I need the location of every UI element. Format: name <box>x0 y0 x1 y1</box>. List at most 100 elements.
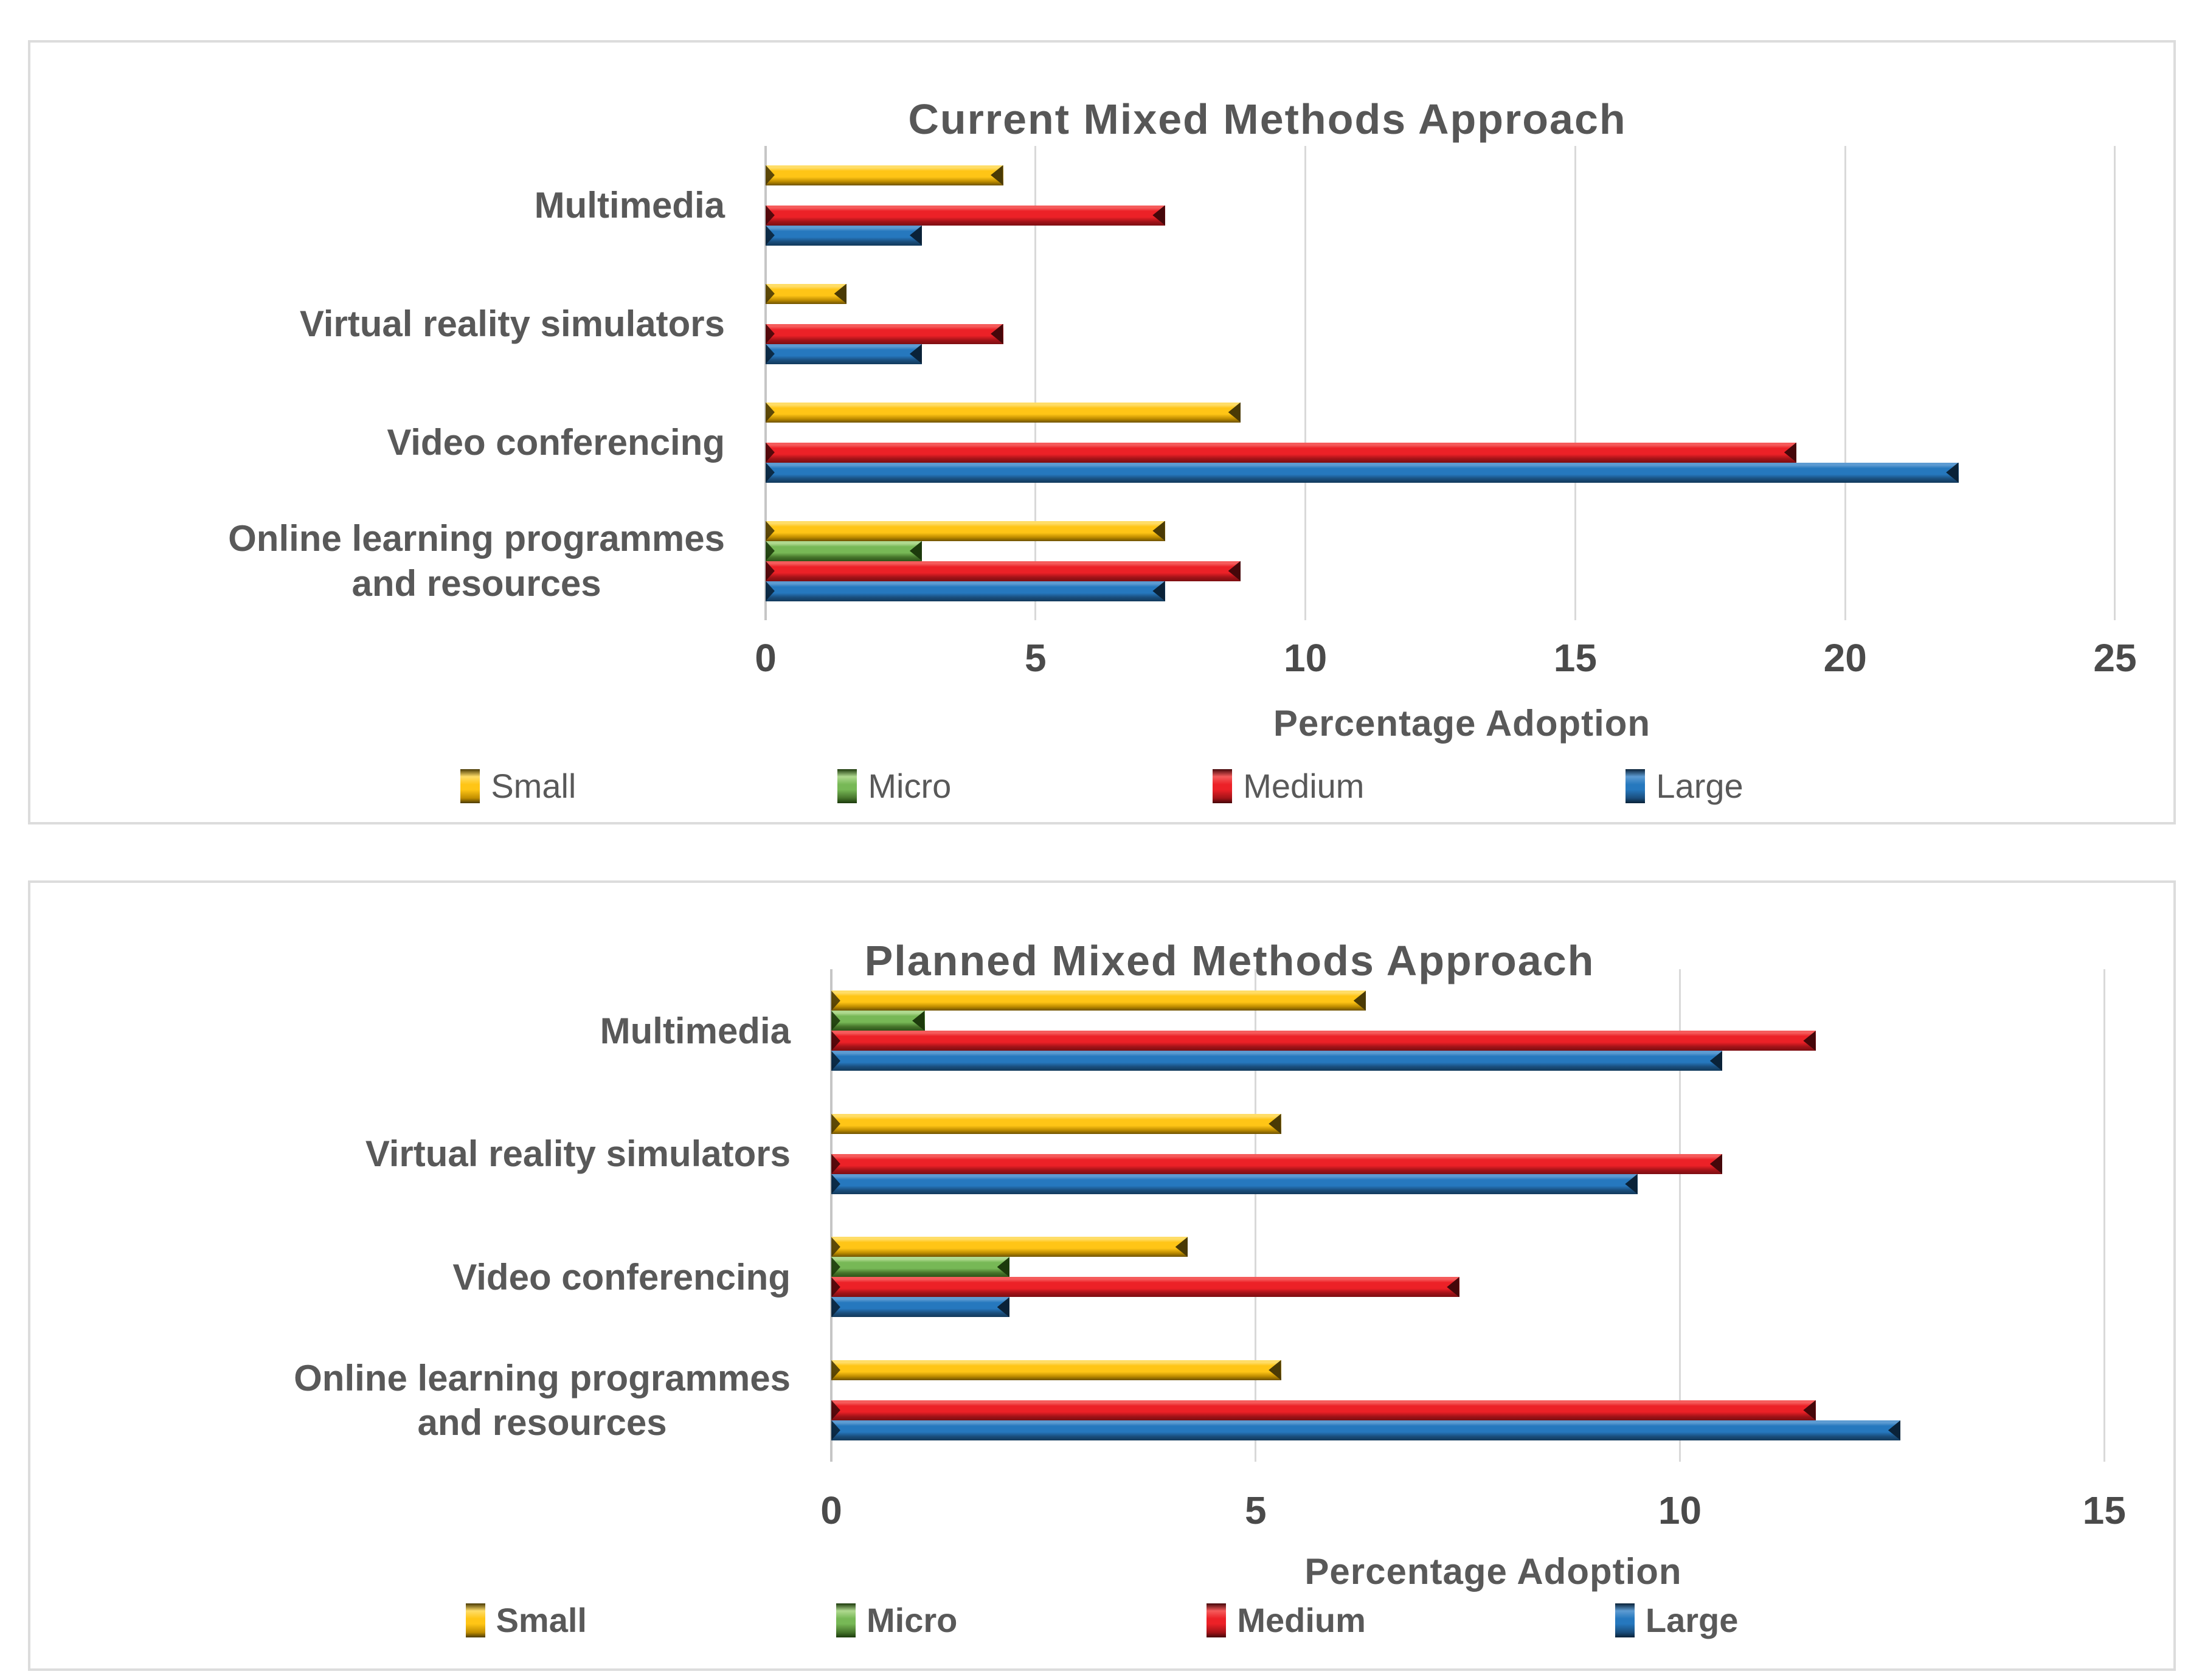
bar-medium <box>766 442 1797 463</box>
bar-micro <box>831 1011 925 1031</box>
bar-start-cap <box>766 165 775 185</box>
legend-item-small: Small <box>465 1600 587 1640</box>
bar-start-cap <box>766 344 775 364</box>
y-axis-line <box>830 969 833 1462</box>
bar-end-cap <box>1152 205 1165 226</box>
bar-end-cap <box>909 541 923 561</box>
bar-end-cap <box>1269 1113 1281 1134</box>
bar-medium <box>831 1153 1723 1174</box>
bar-start-cap <box>831 1277 840 1298</box>
bar-end-cap <box>909 225 923 246</box>
bar-end-cap <box>1888 1420 1901 1440</box>
bar-end-cap <box>1709 1051 1723 1071</box>
bar-large <box>831 1174 1638 1194</box>
gridline <box>2114 146 2116 620</box>
legend-swatch-small-icon <box>465 1603 485 1637</box>
bar-micro <box>831 1257 1010 1277</box>
bar-end-cap <box>1447 1277 1459 1298</box>
chart-title: Current Mixed Methods Approach <box>908 95 1627 143</box>
bar-end-cap <box>1175 1237 1188 1257</box>
bar-end-cap <box>1228 561 1241 581</box>
bar-large <box>766 225 923 246</box>
bar-large <box>766 462 1959 483</box>
category-label: Virtual reality simulators <box>55 275 725 373</box>
legend-label: Medium <box>1237 1601 1366 1639</box>
category-label-text: Multimedia <box>600 1010 791 1051</box>
bar-small <box>831 1360 1281 1380</box>
bar-end-cap <box>1152 520 1165 541</box>
bar-medium <box>831 1400 1816 1420</box>
bar-start-cap <box>831 1257 840 1277</box>
bar-start-cap <box>766 402 775 423</box>
current-approach-chart-panel: Current Mixed Methods Approach Multimedi… <box>28 40 2176 824</box>
legend-label: Micro <box>868 767 952 805</box>
bar-start-cap <box>831 1031 840 1051</box>
legend-item-medium: Medium <box>1207 1600 1366 1640</box>
bar-start-cap <box>831 1113 840 1134</box>
bar-start-cap <box>766 520 775 541</box>
bar-end-cap <box>991 323 1003 344</box>
gridline <box>1034 146 1037 620</box>
planned-approach-chart-panel: Planned Mixed Methods Approach Multimedi… <box>28 880 2176 1671</box>
bar-start-cap <box>831 1237 840 1257</box>
bar-end-cap <box>997 1257 1010 1277</box>
bar-medium <box>766 205 1165 226</box>
gridline <box>1304 146 1307 620</box>
bar-start-cap <box>831 1400 840 1420</box>
gridline <box>1574 146 1576 620</box>
bar-start-cap <box>766 541 775 561</box>
bar-start-cap <box>766 323 775 344</box>
plot-area <box>764 146 2158 620</box>
x-tick-label: 10 <box>1658 1488 1702 1532</box>
plot-area <box>830 969 2155 1462</box>
bar-end-cap <box>1709 1153 1723 1174</box>
legend-swatch-medium-icon <box>1207 1603 1227 1637</box>
legend-item-micro: Micro <box>836 1600 957 1640</box>
gridline <box>1844 146 1846 620</box>
legend-swatch-micro-icon <box>836 1603 856 1637</box>
legend-item-large: Large <box>1626 766 1743 806</box>
gridline <box>1679 969 1681 1462</box>
legend-swatch-micro-icon <box>837 769 857 803</box>
legend-swatch-medium-icon <box>1213 769 1233 803</box>
bar-start-cap <box>831 1420 840 1440</box>
x-tick-label: 0 <box>820 1488 842 1532</box>
chart-title: Planned Mixed Methods Approach <box>864 937 1595 985</box>
bar-small <box>831 1113 1281 1134</box>
bar-start-cap <box>831 1360 840 1380</box>
bar-start-cap <box>766 205 775 226</box>
bar-small <box>766 283 847 304</box>
bar-large <box>766 581 1165 601</box>
bar-end-cap <box>1946 462 1959 483</box>
legend: Small Micro Medium Large <box>30 1600 2173 1640</box>
x-tick-label: 20 <box>1823 636 1867 680</box>
bar-end-cap <box>1625 1174 1638 1194</box>
legend-swatch-large-icon <box>1615 1603 1635 1637</box>
bar-start-cap <box>766 462 775 483</box>
category-label: Virtual reality simulators <box>55 1105 791 1203</box>
category-label-text: Multimedia <box>534 184 725 226</box>
bar-end-cap <box>909 344 923 364</box>
bar-end-cap <box>912 1011 925 1031</box>
bar-large <box>831 1051 1723 1071</box>
bar-start-cap <box>766 561 775 581</box>
x-tick-label: 5 <box>1025 636 1047 680</box>
bar-start-cap <box>766 283 775 304</box>
x-tick-label: 25 <box>2093 636 2137 680</box>
x-axis-ticks: 0 5 10 15 <box>820 1488 2155 1537</box>
bar-large <box>831 1297 1010 1318</box>
bar-end-cap <box>834 283 847 304</box>
legend-item-small: Small <box>460 766 576 806</box>
gridline <box>2103 969 2105 1462</box>
legend-label: Large <box>1645 1601 1739 1639</box>
x-tick-label: 15 <box>2082 1488 2126 1532</box>
x-axis-title: Percentage Adoption <box>1273 703 1651 744</box>
x-axis-ticks: 0 5 10 15 20 25 <box>755 635 2158 684</box>
bar-small <box>766 165 1003 185</box>
category-label: Video conferencing <box>55 394 725 491</box>
bar-start-cap <box>766 225 775 246</box>
bar-start-cap <box>831 1297 840 1318</box>
legend: Small Micro Medium Large <box>30 766 2173 806</box>
category-label-text: Online learning programmes and resources <box>294 1357 791 1443</box>
bar-start-cap <box>831 1051 840 1071</box>
